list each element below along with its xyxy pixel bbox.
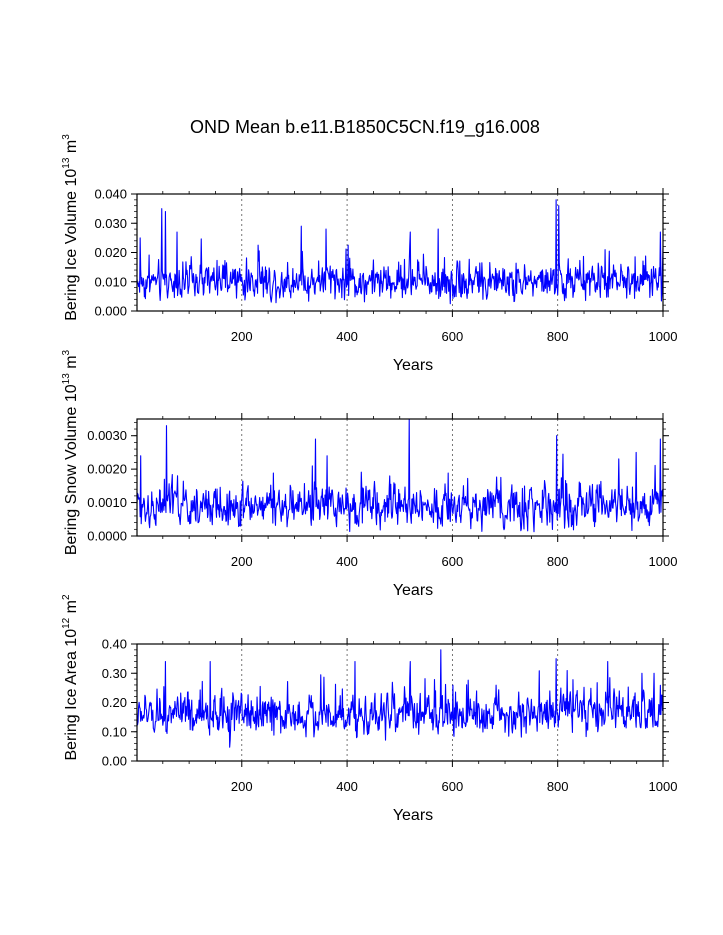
y-axis-label: Bering Snow Volume 1013 m3 xyxy=(61,349,80,555)
x-axis-label: Years xyxy=(393,807,433,824)
panels: 200 400 600 800 1000 0.000 0.010 0.020 0.030 0.04… xyxy=(61,134,677,824)
figure-title: OND Mean b.e11.B1850C5CN.f19_g16.008 xyxy=(190,117,540,138)
y-tick-label: 0.010 xyxy=(94,274,127,289)
y-tick-label: 0.40 xyxy=(102,637,127,652)
x-tick-label: 600 xyxy=(442,554,464,569)
x-tick-label: 200 xyxy=(231,554,253,569)
panel-2: 200 400 600 800 1000 0.0000 0.0010 0.0020 0.0030… xyxy=(61,349,677,599)
panel-1: 200 400 600 800 1000 0.000 0.010 0.020 0.030 0.04… xyxy=(61,134,677,374)
x-tick-label: 200 xyxy=(231,779,253,794)
y-axis-label: Bering Ice Area 1012 m2 xyxy=(61,594,80,761)
x-tick-label: 800 xyxy=(547,329,569,344)
series-line xyxy=(136,418,664,533)
panel-3: 200 400 600 800 1000 0.00 0.10 0.20 0.30 0.40 Year… xyxy=(61,594,677,824)
y-tick-label: 0.20 xyxy=(102,695,127,710)
y-tick-label: 0.10 xyxy=(102,724,127,739)
y-tick-label: 0.30 xyxy=(102,666,127,681)
y-tick-label: 0.020 xyxy=(94,245,127,260)
y-tick-label: 0.040 xyxy=(94,187,127,202)
x-tick-label: 600 xyxy=(442,329,464,344)
x-tick-label: 1000 xyxy=(649,779,678,794)
series-line xyxy=(136,649,664,748)
y-tick-label: 0.0010 xyxy=(87,495,127,510)
series-line xyxy=(136,199,664,305)
y-tick-label: 0.00 xyxy=(102,754,127,769)
x-tick-label: 800 xyxy=(547,554,569,569)
x-tick-label: 400 xyxy=(336,554,358,569)
x-tick-label: 200 xyxy=(231,329,253,344)
x-tick-label: 600 xyxy=(442,779,464,794)
x-tick-label: 1000 xyxy=(649,554,678,569)
x-axis-label: Years xyxy=(393,357,433,374)
x-tick-label: 1000 xyxy=(649,329,678,344)
x-axis-label: Years xyxy=(393,582,433,599)
y-tick-label: 0.0030 xyxy=(87,428,127,443)
y-axis-label: Bering Ice Volume 1013 m3 xyxy=(61,134,80,321)
x-tick-label: 400 xyxy=(336,329,358,344)
y-tick-label: 0.030 xyxy=(94,216,127,231)
x-tick-label: 800 xyxy=(547,779,569,794)
y-tick-label: 0.0020 xyxy=(87,462,127,477)
y-tick-label: 0.000 xyxy=(94,304,127,319)
x-tick-label: 400 xyxy=(336,779,358,794)
y-tick-label: 0.0000 xyxy=(87,529,127,544)
